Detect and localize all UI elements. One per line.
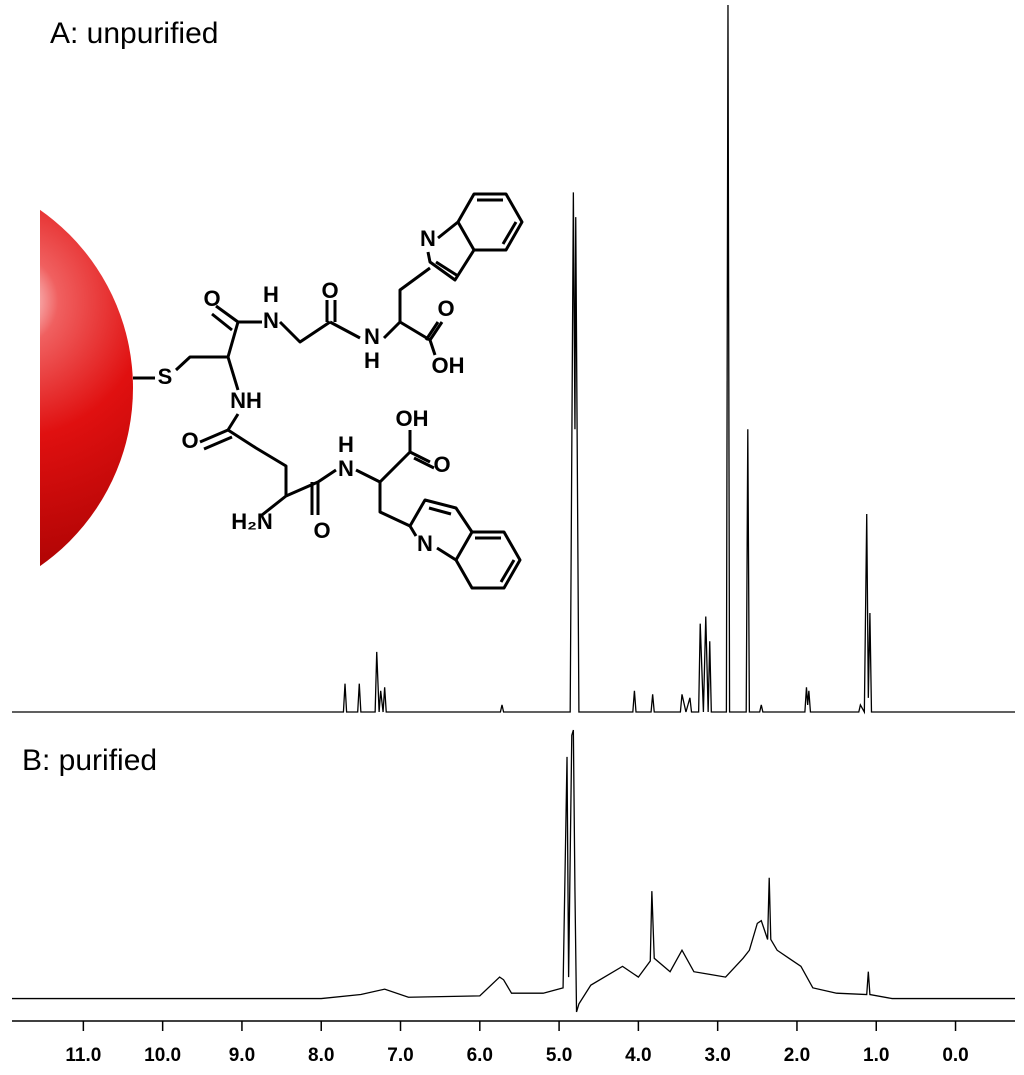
atom-label: O [313, 518, 330, 543]
atom-label: N [338, 456, 354, 481]
atom-label: H [364, 348, 380, 373]
atom-label: H [263, 282, 279, 307]
indole-bottom [408, 498, 522, 590]
atom-label: N [263, 308, 279, 333]
x-tick-label: 6.0 [467, 1045, 493, 1066]
atom-label: OH [396, 406, 429, 431]
spectrum-line [12, 4, 1015, 715]
atom-label: H [338, 432, 354, 457]
x-tick-label: 9.0 [229, 1045, 255, 1066]
panel-title: B: purified [22, 744, 157, 777]
atom-label: O [437, 296, 454, 321]
atom-label: H₂N [231, 509, 273, 534]
atom-label: O [181, 428, 198, 453]
x-tick-label: 5.0 [546, 1045, 572, 1066]
bonds [133, 266, 444, 528]
atom-label: N [364, 324, 380, 349]
atom-label: NH [230, 388, 262, 413]
x-tick-label: 1.0 [863, 1045, 889, 1066]
x-tick-label: 11.0 [65, 1045, 101, 1066]
atom-label: O [203, 286, 220, 311]
atom-label: N [417, 531, 433, 556]
atom-label: O [433, 452, 450, 477]
x-tick-label: 10.0 [144, 1045, 181, 1066]
molecule [40, 192, 524, 590]
panel-title: A: unpurified [50, 17, 218, 50]
spectrum-line [12, 729, 1015, 1013]
indole-top [426, 192, 524, 282]
x-tick-label: 3.0 [704, 1045, 730, 1066]
atom-label: N [420, 226, 436, 251]
x-tick-label: 2.0 [784, 1045, 810, 1066]
atom-label: O [321, 278, 338, 303]
x-tick-label: 7.0 [387, 1045, 413, 1066]
atom-label: S [158, 364, 173, 389]
x-tick-label: 4.0 [625, 1045, 651, 1066]
atom-label: OH [432, 353, 465, 378]
x-tick-label: 0.0 [942, 1045, 968, 1066]
x-tick-label: 8.0 [308, 1045, 334, 1066]
nanoparticle [40, 209, 133, 567]
